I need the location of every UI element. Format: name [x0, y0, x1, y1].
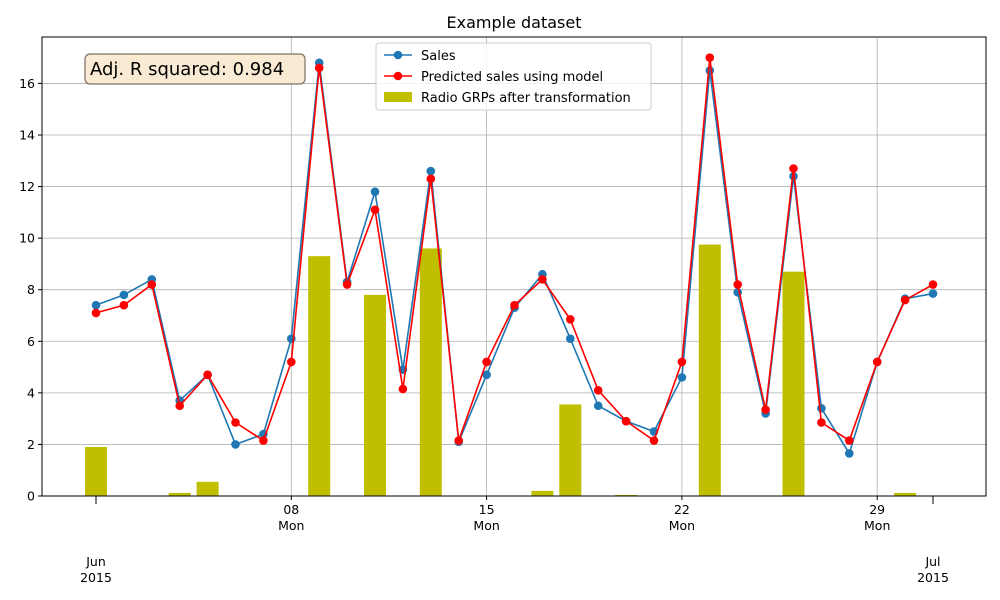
x-tick-sublabel: Mon: [864, 518, 890, 533]
x-major-tick-label: Jun: [85, 554, 106, 569]
data-point: [147, 280, 157, 289]
bar: [196, 481, 219, 496]
bar: [531, 490, 554, 496]
bar: [698, 244, 721, 496]
y-tick-label: 4: [27, 385, 35, 400]
legend-frame: [375, 42, 652, 111]
x-major-tick-sublabel: 2015: [80, 570, 112, 585]
data-point: [817, 418, 826, 427]
data-point: [175, 401, 184, 411]
data-point: [789, 171, 798, 181]
plot-area-frame: [41, 36, 987, 497]
data-point: [426, 174, 436, 184]
data-point: [900, 295, 910, 305]
data-point: [733, 280, 742, 289]
x-tick-label: 15: [479, 502, 495, 517]
data-point: [398, 384, 408, 394]
data-point: [677, 357, 687, 367]
data-point: [231, 440, 240, 449]
y-tick-label: 6: [27, 334, 35, 349]
series-line: [95, 56, 934, 442]
line-series: [91, 53, 938, 458]
x-tick-label: 08: [283, 502, 299, 517]
x-major-tick-sublabel: 2015: [917, 570, 949, 585]
bar: [559, 404, 582, 496]
data-point: [91, 300, 101, 310]
data-point: [928, 289, 938, 298]
legend-label-radio: Radio GRPs after transformation: [421, 91, 631, 106]
y-axis: 0 2 4 6 8 10 12 14 16: [19, 76, 42, 504]
x-tick-sublabel: Mon: [473, 518, 499, 533]
y-tick-label: 8: [27, 282, 35, 297]
y-tick-label: 2: [27, 437, 35, 452]
data-point: [621, 416, 631, 426]
legend-swatch-radio: [384, 92, 412, 102]
y-tick-label: 10: [19, 231, 35, 246]
legend-marker-sales: [393, 50, 403, 60]
x-tick-label: 22: [674, 502, 690, 517]
x-major-tick-label: Jul: [924, 554, 940, 569]
data-point: [287, 357, 296, 367]
data-point: [314, 63, 324, 73]
bar: [894, 492, 917, 496]
data-point: [370, 187, 380, 197]
bar-series: [85, 244, 917, 496]
data-point: [705, 53, 715, 62]
data-point: [845, 449, 854, 458]
series-line: [95, 61, 934, 455]
data-point: [566, 315, 575, 324]
data-point: [593, 401, 603, 411]
annotation-text: Adj. R squared: 0.984: [90, 59, 284, 80]
chart-title: Example dataset: [447, 13, 582, 32]
x-tick-sublabel: Mon: [278, 518, 304, 533]
data-point: [482, 370, 491, 380]
bar: [615, 494, 638, 496]
data-point: [342, 280, 352, 289]
y-tick-label: 14: [19, 127, 35, 142]
data-point: [203, 370, 212, 380]
y-tick-label: 0: [27, 489, 35, 504]
data-point: [872, 357, 882, 367]
data-point: [566, 334, 575, 344]
data-point: [259, 436, 268, 445]
data-point: [91, 308, 101, 318]
data-point: [845, 436, 854, 445]
data-point: [370, 205, 380, 215]
r-squared-annotation: Adj. R squared: 0.984: [84, 53, 306, 85]
data-point: [119, 300, 129, 310]
legend: Sales Predicted sales using model Radio …: [375, 42, 652, 111]
data-point: [510, 300, 519, 310]
bar: [85, 447, 107, 496]
data-point: [231, 418, 240, 427]
data-point: [649, 436, 659, 445]
data-point: [928, 280, 938, 289]
data-point: [817, 404, 826, 413]
data-point: [677, 373, 687, 382]
data-point: [705, 66, 715, 75]
y-tick-label: 16: [19, 76, 35, 91]
bar: [782, 271, 805, 496]
y-tick-label: 12: [19, 179, 35, 194]
annotation-box: [84, 53, 306, 85]
data-point: [538, 275, 547, 284]
legend-label-predicted: Predicted sales using model: [421, 70, 603, 85]
bar: [168, 492, 191, 496]
bar: [364, 294, 386, 496]
x-tick-label: 29: [869, 502, 885, 517]
bar: [419, 248, 442, 496]
data-point: [454, 436, 464, 445]
data-point: [482, 357, 491, 367]
x-tick-sublabel: Mon: [669, 518, 695, 533]
data-point: [119, 290, 129, 300]
legend-label-sales: Sales: [421, 49, 456, 64]
data-point: [789, 164, 798, 173]
legend-marker-predicted: [393, 71, 403, 81]
bar: [308, 256, 331, 496]
data-point: [426, 166, 436, 176]
data-point: [593, 385, 603, 395]
data-point: [761, 405, 770, 414]
